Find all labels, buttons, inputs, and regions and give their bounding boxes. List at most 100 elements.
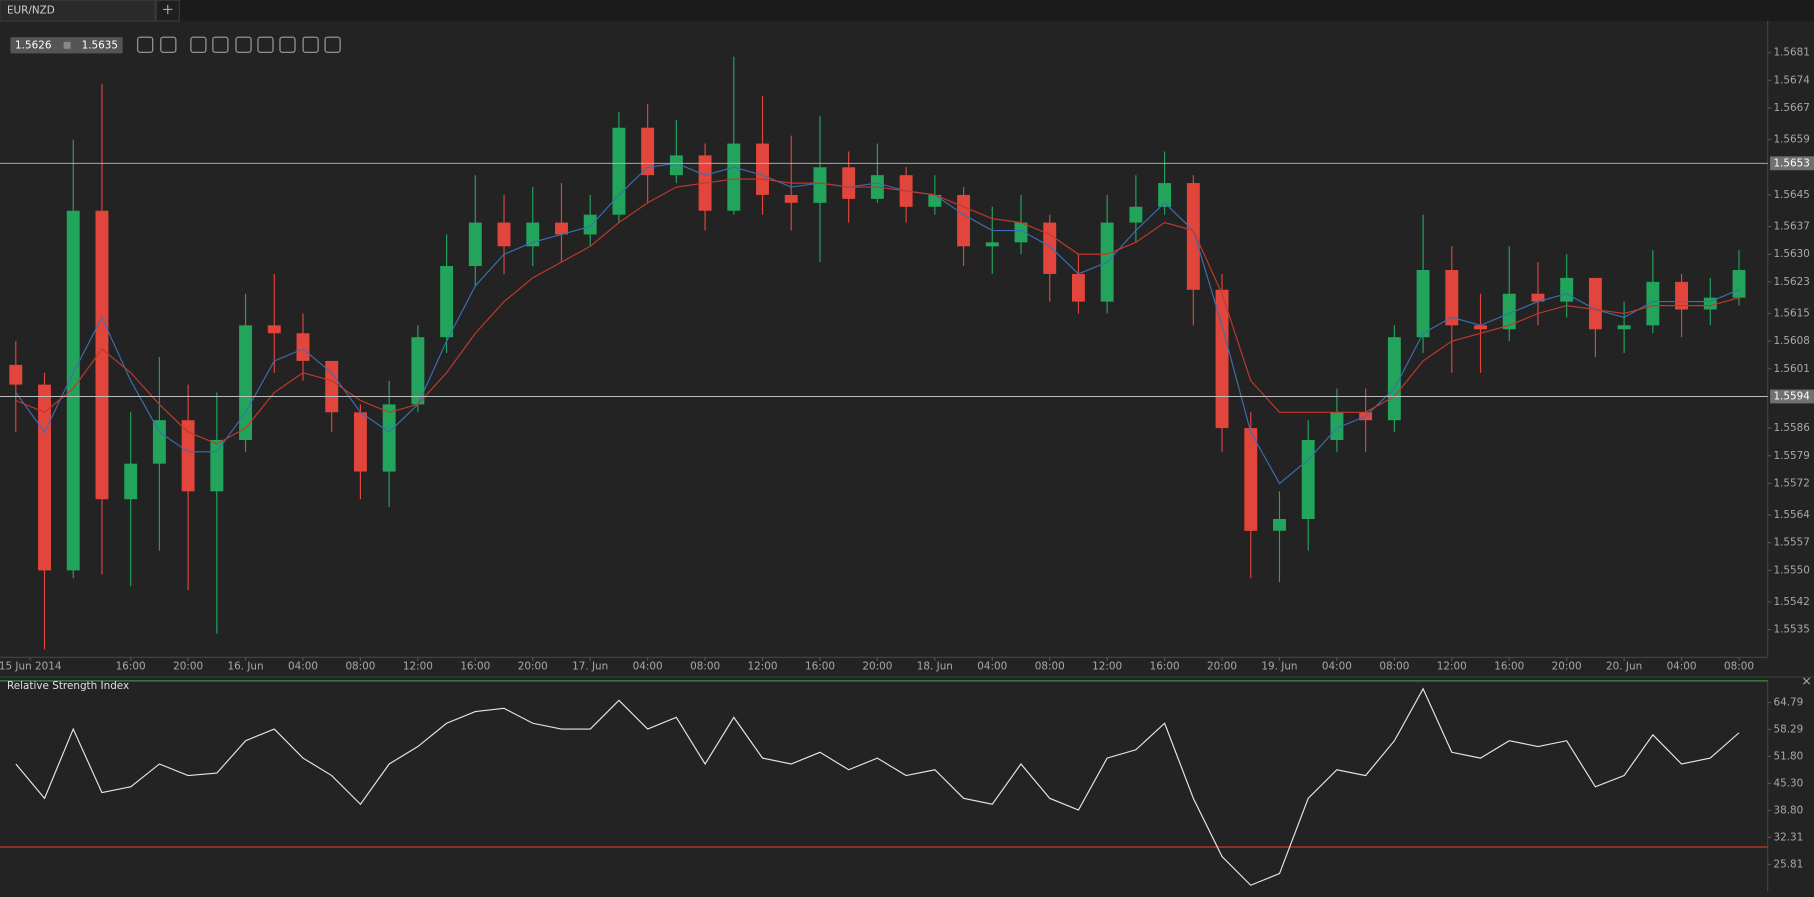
x-tick-label: 20:00 (518, 661, 548, 673)
candle-body (612, 127, 626, 215)
candle-body (1215, 289, 1229, 429)
candle-body (985, 242, 999, 247)
y-tick-label: 45.30 (1774, 777, 1804, 789)
y-tick-label: 1.5674 (1774, 74, 1811, 86)
x-tick-label: 16:00 (1150, 661, 1180, 673)
x-tick-label: 08:00 (345, 661, 375, 673)
y-tick-label: 1.5601 (1774, 363, 1810, 375)
candle-body (440, 266, 454, 338)
x-tick-label: 12:00 (1437, 661, 1467, 673)
x-tick-label: 04:00 (977, 661, 1007, 673)
toolbar (137, 36, 341, 53)
price-label-box (1770, 389, 1814, 404)
candle-body (382, 404, 396, 472)
tab[interactable] (0, 0, 156, 22)
close-icon[interactable]: × (1801, 673, 1812, 688)
candle-body (1474, 325, 1487, 330)
price-label: 1.5653 (1774, 157, 1810, 169)
candle-body (756, 143, 769, 195)
x-tick-label: 20. Jun (1606, 661, 1642, 673)
plus-icon (163, 4, 173, 15)
x-tick-label: 16:00 (805, 661, 835, 673)
x-tick-label: 20:00 (173, 661, 203, 673)
y-tick-label: 1.5608 (1774, 335, 1810, 347)
x-tick-label: 08:00 (1035, 661, 1065, 673)
x-tick-label: 16:00 (460, 661, 490, 673)
x-tick-label: 17. Jun (572, 661, 608, 673)
y-tick-label: 1.5550 (1774, 564, 1810, 576)
y-tick-label: 1.5630 (1774, 248, 1810, 260)
candle-body (1732, 270, 1746, 298)
chart-type[interactable] (212, 36, 229, 53)
y-tick-label: 1.5681 (1774, 47, 1810, 59)
y-tick-label: 64.79 (1774, 697, 1804, 709)
x-tick-label: 08:00 (690, 661, 720, 673)
y-tick-label: 1.5623 (1774, 276, 1810, 288)
candle-body (1416, 270, 1430, 338)
candle-body (1646, 281, 1660, 326)
candle-body (1244, 428, 1258, 531)
candle-body (1301, 439, 1315, 519)
candle-body (152, 420, 166, 464)
candle-body (38, 384, 51, 571)
x-tick-label: 08:00 (1379, 661, 1409, 673)
candle-body (1560, 277, 1574, 302)
x-tick-label: 08:00 (1724, 661, 1754, 673)
x-tick-label: 12:00 (1092, 661, 1122, 673)
tool-3[interactable] (302, 36, 319, 53)
y-tick-label: 32.31 (1774, 831, 1804, 843)
candle-body (526, 222, 540, 247)
candle-body (1675, 281, 1689, 310)
x-tick-label: 12:00 (403, 661, 433, 673)
line-series (15, 162, 1740, 485)
x-tick-label: 20:00 (862, 661, 892, 673)
y-tick-label: 1.5637 (1774, 221, 1810, 233)
tab-label: EUR/NZD (7, 5, 55, 17)
x-tick-label: 04:00 (633, 661, 663, 673)
timeframe[interactable] (190, 36, 207, 53)
candle-body (842, 167, 856, 199)
candle-body (1158, 183, 1172, 207)
tool-1[interactable] (257, 36, 274, 53)
zoom-in[interactable] (160, 36, 177, 53)
zoom-out[interactable] (137, 36, 154, 53)
candle-body (555, 222, 568, 235)
candle-body (210, 439, 224, 492)
x-tick-label: 20:00 (1207, 661, 1237, 673)
y-tick-label: 1.5564 (1774, 509, 1811, 521)
price-label-box (1770, 156, 1814, 171)
ask: 1.5635 (82, 39, 118, 51)
candle-body (411, 337, 425, 405)
candle-body (813, 167, 827, 203)
x-tick-label: 18. Jun (917, 661, 953, 673)
candle-body (468, 222, 482, 267)
candle-body (583, 214, 597, 235)
candle-body (95, 210, 109, 500)
x-tick-label: 16:00 (1494, 661, 1524, 673)
candle-body (957, 194, 971, 247)
x-tick-label: 20:00 (1552, 661, 1582, 673)
y-tick-label: 1.5615 (1774, 307, 1810, 319)
candle-body (727, 143, 741, 211)
candle-body (1703, 297, 1717, 310)
y-tick-label: 38.80 (1774, 804, 1804, 816)
tool-2[interactable] (279, 36, 296, 53)
y-tick-label: 1.5579 (1774, 450, 1810, 462)
candle-body (1043, 222, 1057, 274)
candle-body (1531, 293, 1545, 302)
candle-body (9, 364, 23, 385)
candle-body (325, 360, 339, 413)
x-tick-label: 04:00 (1667, 661, 1697, 673)
candle-body (1588, 277, 1602, 330)
line-series (15, 178, 1740, 445)
candle-body (1129, 206, 1143, 223)
x-tick-label: 04:00 (288, 661, 318, 673)
tool-4[interactable] (324, 36, 341, 53)
y-tick-label: 1.5667 (1774, 102, 1810, 114)
rsi-title: Relative Strength Index (7, 680, 129, 692)
candle-body (1330, 412, 1344, 440)
indicators[interactable] (235, 36, 252, 53)
y-tick-label: 1.5557 (1774, 537, 1810, 549)
